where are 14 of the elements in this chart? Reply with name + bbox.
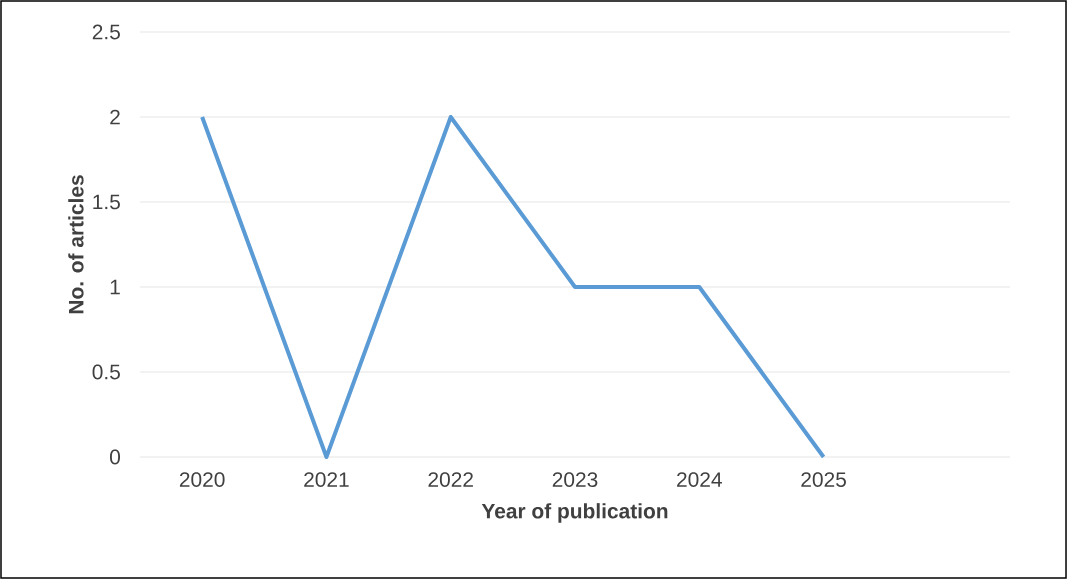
x-tick-label: 2023 [552,472,598,487]
y-tick-label: 0.5 [92,364,120,380]
x-tick-label: 2021 [304,472,349,487]
y-tick-label: 1.5 [93,194,120,210]
x-tick-label: 2025 [801,472,846,487]
y-tick-label: 0 [110,449,121,465]
y-tick-label: 2 [110,109,120,125]
y-axis-title: No. of articles [68,175,84,314]
x-tick-label: 2022 [428,472,473,487]
x-tick-label: 2020 [179,472,225,487]
y-tick-label: 1 [110,279,120,295]
x-tick-label: 2024 [677,472,722,487]
x-axis-title: Year of publication [481,503,668,523]
y-tick-label: 2.5 [92,24,120,40]
